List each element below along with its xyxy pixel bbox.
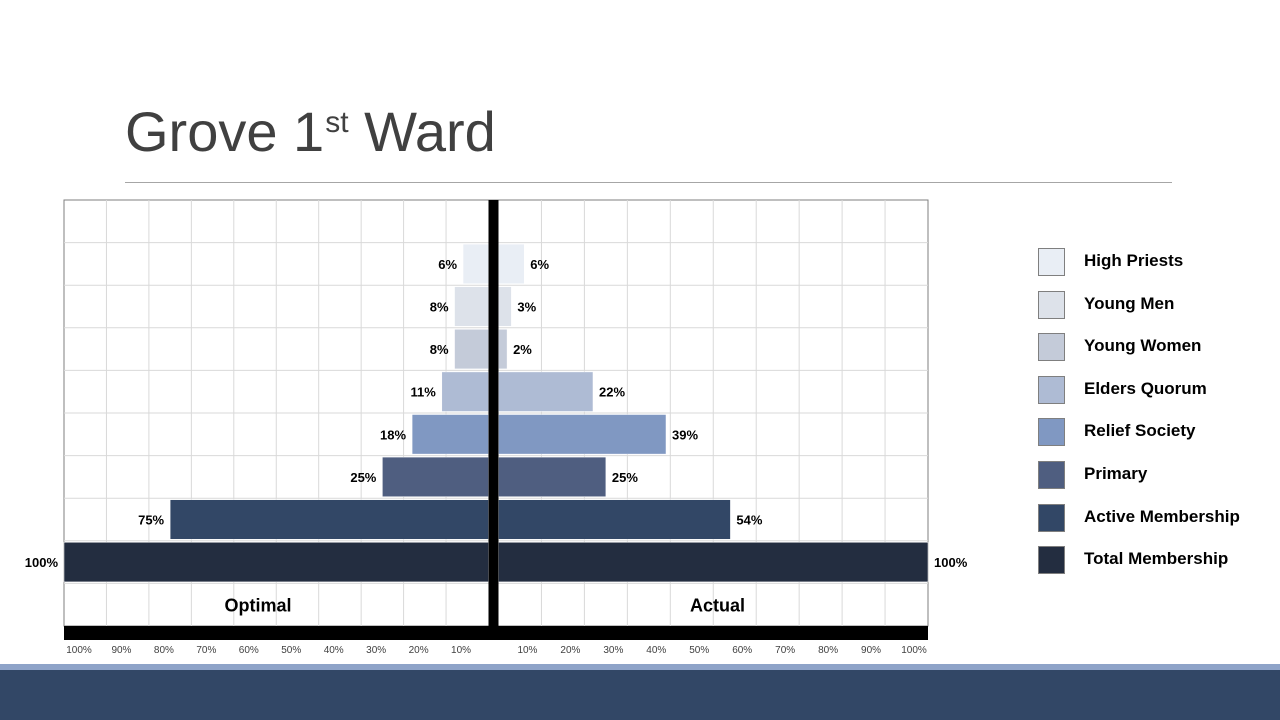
x-tick-label: 90%	[861, 645, 881, 656]
legend-label: Elders Quorum	[1084, 378, 1207, 398]
x-tick-label: 40%	[646, 645, 666, 656]
bar-actual	[498, 499, 731, 540]
bar-actual	[498, 286, 512, 327]
x-tick-label: 20%	[560, 645, 580, 656]
data-label-optimal: 8%	[430, 300, 449, 315]
legend-label: Primary	[1084, 463, 1148, 483]
data-label-actual: 6%	[530, 257, 549, 272]
footer-accent	[0, 664, 1280, 670]
data-label-optimal: 6%	[438, 257, 457, 272]
data-label-optimal: 11%	[410, 385, 436, 400]
x-axis-bar	[64, 626, 928, 640]
bar-actual	[498, 243, 525, 284]
x-tick-label: 50%	[281, 645, 301, 656]
legend-label: Young Men	[1084, 293, 1175, 313]
side-label-actual: Actual	[690, 596, 745, 616]
legend-swatch	[1038, 375, 1065, 404]
bar-actual	[498, 456, 607, 497]
x-tick-label: 100%	[66, 645, 92, 656]
data-labels: 6% 6% 8% 3% 8% 2% 11% 22% 18% 39% 25% 25% 75% 54% 100%…	[25, 257, 968, 570]
title-rule	[125, 182, 1172, 183]
bar-optimal	[454, 286, 489, 327]
bar-actual	[498, 414, 667, 455]
legend-swatch	[1038, 333, 1065, 362]
data-label-optimal: 100%	[25, 555, 59, 570]
data-label-actual: 22%	[599, 385, 625, 400]
x-tick-label: 10%	[517, 645, 537, 656]
bar-optimal	[462, 243, 489, 284]
x-tick-label: 80%	[154, 645, 174, 656]
data-label-actual: 100%	[934, 555, 968, 570]
side-label-optimal: Optimal	[224, 596, 291, 616]
legend-swatch	[1038, 546, 1065, 575]
legend-swatch	[1038, 248, 1065, 276]
bar-optimal	[63, 542, 489, 583]
bar-actual	[498, 542, 929, 583]
footer-bar	[0, 670, 1280, 720]
data-label-actual: 2%	[513, 342, 532, 357]
data-label-optimal: 8%	[430, 342, 449, 357]
page-title: Grove 1st Ward	[125, 100, 496, 163]
legend-swatch	[1038, 460, 1065, 489]
data-label-actual: 3%	[517, 300, 536, 315]
x-tick-label: 100%	[901, 645, 927, 656]
x-tick-label: 20%	[409, 645, 429, 656]
legend-label: Relief Society	[1084, 421, 1196, 441]
legend-swatch	[1038, 290, 1065, 319]
x-tick-label: 70%	[196, 645, 216, 656]
bar-actual	[498, 329, 508, 370]
data-label-optimal: 25%	[350, 470, 376, 485]
x-tick-label: 30%	[603, 645, 623, 656]
bar-optimal	[382, 456, 489, 497]
x-tick-label: 60%	[239, 645, 259, 656]
axes: Optimal Actual 100% 90% 80% 70% 60% 50% 40% 30% 20…	[64, 200, 928, 656]
bar-optimal	[411, 414, 489, 455]
legend-label: Total Membership	[1084, 549, 1229, 569]
legend-label: Active Membership	[1084, 506, 1240, 526]
data-label-actual: 25%	[612, 470, 638, 485]
x-tick-label: 10%	[451, 645, 471, 656]
data-label-optimal: 18%	[380, 427, 406, 442]
data-label-actual: 39%	[672, 427, 698, 442]
legend-label: High Priests	[1084, 251, 1184, 270]
bar-optimal	[454, 329, 489, 370]
x-tick-label: 30%	[366, 645, 386, 656]
x-tick-label: 80%	[818, 645, 838, 656]
x-tick-label: 50%	[689, 645, 709, 656]
bar-actual	[498, 371, 594, 412]
pyramid-chart: 6% 6% 8% 3% 8% 2% 11% 22% 18% 39% 25% 25% 75% 54% 100%…	[25, 199, 968, 656]
bar-optimal	[441, 371, 489, 412]
x-tick-label: 70%	[775, 645, 795, 656]
legend-swatch	[1038, 503, 1065, 532]
x-tick-label: 60%	[732, 645, 752, 656]
data-label-actual: 54%	[736, 513, 762, 528]
legend-swatch	[1038, 418, 1065, 447]
legend-label: Young Women	[1084, 336, 1202, 356]
center-divider	[488, 200, 499, 626]
bars	[63, 243, 929, 583]
bar-optimal	[169, 499, 489, 540]
data-label-optimal: 75%	[138, 513, 164, 528]
x-tick-label: 90%	[111, 645, 131, 656]
x-tick-label: 40%	[324, 645, 344, 656]
